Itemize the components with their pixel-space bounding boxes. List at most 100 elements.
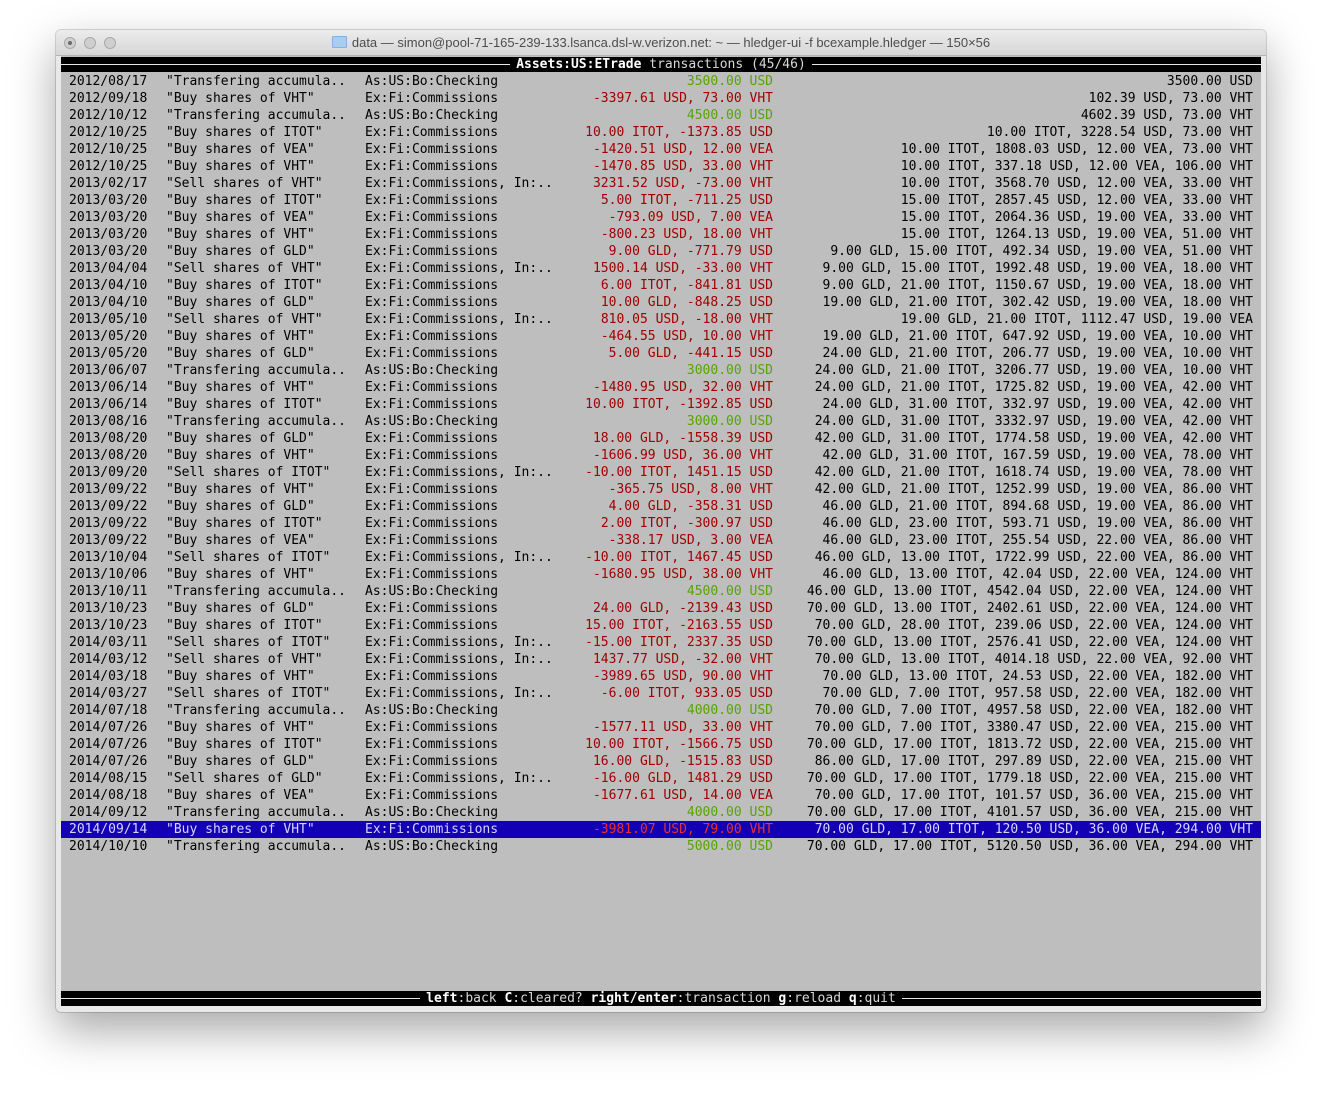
row-date: 2013/03/20 [69, 227, 148, 242]
row-account: Ex:Fi:Commissions [365, 533, 499, 548]
key-hint: right/enter:transaction [590, 991, 771, 1006]
table-row[interactable]: 2012/10/25 "Buy shares of VHT" Ex:Fi:Commi… [61, 158, 1261, 175]
table-row[interactable]: 2013/09/22 "Buy shares of ITOT" Ex:Fi:Comm… [61, 515, 1261, 532]
row-description: "Buy shares of GLD" [166, 601, 315, 616]
terminal-content[interactable]: Assets:US:ETrade transactions (45/46) 20… [61, 56, 1261, 1006]
table-row[interactable]: 2014/07/26 "Buy shares of ITOT" Ex:Fi:Comm… [61, 736, 1261, 753]
key-action: quit [864, 991, 896, 1006]
table-row[interactable]: 2012/08/17 "Transfering accumula.. As:US:B… [61, 73, 1261, 90]
table-row[interactable]: 2013/06/07 "Transfering accumula.. As:US:B… [61, 362, 1261, 379]
row-date: 2013/09/22 [69, 516, 148, 531]
table-row[interactable]: 2013/05/10 "Sell shares of VHT" Ex:Fi:Comm… [61, 311, 1261, 328]
row-description: "Transfering accumula.. [166, 839, 347, 854]
row-description: "Buy shares of ITOT" [166, 125, 323, 140]
row-balance: 42.00 GLD, 21.00 ITOT, 1252.99 USD, 19.0… [814, 482, 1253, 497]
table-row[interactable]: 2012/09/18 "Buy shares of VHT" Ex:Fi:Commi… [61, 90, 1261, 107]
table-row[interactable]: 2013/03/20 "Buy shares of VEA" Ex:Fi:Commi… [61, 209, 1261, 226]
table-row[interactable]: 2013/04/10 "Buy shares of ITOT" Ex:Fi:Comm… [61, 277, 1261, 294]
table-row-selected[interactable]: 2014/09/14 "Buy shares of VHT" Ex:Fi:Commi… [61, 821, 1261, 838]
header-label: transactions [649, 57, 744, 72]
row-account: Ex:Fi:Commissions, In:.. [365, 771, 553, 786]
table-row[interactable]: 2013/08/20 "Buy shares of VHT" Ex:Fi:Commi… [61, 447, 1261, 464]
row-balance: 42.00 GLD, 31.00 ITOT, 167.59 USD, 19.00… [822, 448, 1253, 463]
table-row[interactable]: 2013/06/14 "Buy shares of VHT" Ex:Fi:Commi… [61, 379, 1261, 396]
row-description: "Buy shares of VEA" [166, 533, 315, 548]
row-balance: 9.00 GLD, 21.00 ITOT, 1150.67 USD, 19.00… [822, 278, 1253, 293]
folder-icon [331, 36, 347, 48]
row-amount: 3000.00 USD [686, 363, 773, 378]
table-row[interactable]: 2014/09/12 "Transfering accumula.. As:US:B… [61, 804, 1261, 821]
table-row[interactable]: 2013/10/11 "Transfering accumula.. As:US:B… [61, 583, 1261, 600]
row-description: "Buy shares of GLD" [166, 295, 315, 310]
table-row[interactable]: 2012/10/25 "Buy shares of ITOT" Ex:Fi:Comm… [61, 124, 1261, 141]
table-row[interactable]: 2014/08/18 "Buy shares of VEA" Ex:Fi:Commi… [61, 787, 1261, 804]
row-description: "Transfering accumula.. [166, 584, 347, 599]
row-amount: -1480.95 USD, 32.00 VHT [592, 380, 773, 395]
row-date: 2012/10/25 [69, 125, 148, 140]
row-description: "Sell shares of GLD" [166, 771, 323, 786]
table-row[interactable]: 2013/10/06 "Buy shares of VHT" Ex:Fi:Commi… [61, 566, 1261, 583]
row-date: 2013/05/20 [69, 329, 148, 344]
row-balance: 70.00 GLD, 13.00 ITOT, 24.53 USD, 22.00 … [822, 669, 1253, 684]
table-row[interactable]: 2013/02/17 "Sell shares of VHT" Ex:Fi:Comm… [61, 175, 1261, 192]
row-amount: -6.00 ITOT, 933.05 USD [600, 686, 773, 701]
table-row[interactable]: 2013/03/20 "Buy shares of VHT" Ex:Fi:Commi… [61, 226, 1261, 243]
table-row[interactable]: 2014/08/15 "Sell shares of GLD" Ex:Fi:Comm… [61, 770, 1261, 787]
table-row[interactable]: 2013/03/20 "Buy shares of ITOT" Ex:Fi:Comm… [61, 192, 1261, 209]
table-row[interactable]: 2013/04/10 "Buy shares of GLD" Ex:Fi:Commi… [61, 294, 1261, 311]
row-date: 2013/04/10 [69, 278, 148, 293]
row-account: Ex:Fi:Commissions [365, 822, 499, 837]
row-date: 2013/06/14 [69, 380, 148, 395]
table-row[interactable]: 2013/10/23 "Buy shares of ITOT" Ex:Fi:Comm… [61, 617, 1261, 634]
table-row[interactable]: 2013/05/20 "Buy shares of GLD" Ex:Fi:Commi… [61, 345, 1261, 362]
table-row[interactable]: 2013/04/04 "Sell shares of VHT" Ex:Fi:Comm… [61, 260, 1261, 277]
row-balance: 4602.39 USD, 73.00 VHT [1080, 108, 1253, 123]
row-description: "Sell shares of VHT" [166, 652, 323, 667]
table-row[interactable]: 2014/03/11 "Sell shares of ITOT" Ex:Fi:Com… [61, 634, 1261, 651]
row-balance: 46.00 GLD, 23.00 ITOT, 593.71 USD, 19.00… [822, 516, 1253, 531]
row-description: "Buy shares of VHT" [166, 380, 315, 395]
key-name: q [848, 991, 857, 1006]
table-row[interactable]: 2013/03/20 "Buy shares of GLD" Ex:Fi:Commi… [61, 243, 1261, 260]
row-description: "Transfering accumula.. [166, 703, 347, 718]
table-row[interactable]: 2014/07/26 "Buy shares of GLD" Ex:Fi:Commi… [61, 753, 1261, 770]
row-balance: 46.00 GLD, 13.00 ITOT, 4542.04 USD, 22.0… [806, 584, 1253, 599]
row-account: Ex:Fi:Commissions [365, 210, 499, 225]
table-row[interactable]: 2014/03/27 "Sell shares of ITOT" Ex:Fi:Com… [61, 685, 1261, 702]
table-row[interactable]: 2013/09/22 "Buy shares of VHT" Ex:Fi:Commi… [61, 481, 1261, 498]
header-account: Assets:US:ETrade [516, 57, 642, 72]
table-row[interactable]: 2013/09/22 "Buy shares of VEA" Ex:Fi:Commi… [61, 532, 1261, 549]
row-account: As:US:Bo:Checking [365, 363, 499, 378]
row-amount: 10.00 GLD, -848.25 USD [600, 295, 773, 310]
row-description: "Sell shares of VHT" [166, 261, 323, 276]
row-account: Ex:Fi:Commissions [365, 159, 499, 174]
table-row[interactable]: 2014/07/18 "Transfering accumula.. As:US:B… [61, 702, 1261, 719]
table-row[interactable]: 2014/10/10 "Transfering accumula.. As:US:B… [61, 838, 1261, 855]
row-account: As:US:Bo:Checking [365, 414, 499, 429]
table-row[interactable]: 2014/03/18 "Buy shares of VHT" Ex:Fi:Commi… [61, 668, 1261, 685]
table-row[interactable]: 2012/10/12 "Transfering accumula.. As:US:B… [61, 107, 1261, 124]
table-row[interactable]: 2013/09/22 "Buy shares of GLD" Ex:Fi:Commi… [61, 498, 1261, 515]
table-row[interactable]: 2013/10/04 "Sell shares of ITOT" Ex:Fi:Com… [61, 549, 1261, 566]
minimize-button[interactable] [84, 37, 96, 49]
table-row[interactable]: 2013/08/20 "Buy shares of GLD" Ex:Fi:Commi… [61, 430, 1261, 447]
close-button[interactable] [64, 37, 76, 49]
table-row[interactable]: 2014/03/12 "Sell shares of VHT" Ex:Fi:Comm… [61, 651, 1261, 668]
table-row[interactable]: 2013/08/16 "Transfering accumula.. As:US:B… [61, 413, 1261, 430]
title-bar[interactable]: data — simon@pool-71-165-239-133.lsanca.… [56, 30, 1266, 56]
table-row[interactable]: 2013/06/14 "Buy shares of ITOT" Ex:Fi:Comm… [61, 396, 1261, 413]
row-account: Ex:Fi:Commissions [365, 669, 499, 684]
table-row[interactable]: 2013/10/23 "Buy shares of GLD" Ex:Fi:Commi… [61, 600, 1261, 617]
table-row[interactable]: 2013/09/20 "Sell shares of ITOT" Ex:Fi:Com… [61, 464, 1261, 481]
window-title: data — simon@pool-71-165-239-133.lsanca.… [56, 35, 1266, 50]
table-row[interactable]: 2013/05/20 "Buy shares of VHT" Ex:Fi:Commi… [61, 328, 1261, 345]
row-description: "Buy shares of ITOT" [166, 278, 323, 293]
zoom-button[interactable] [104, 37, 116, 49]
table-row[interactable]: 2014/07/26 "Buy shares of VHT" Ex:Fi:Commi… [61, 719, 1261, 736]
row-amount: -365.75 USD, 8.00 VHT [608, 482, 773, 497]
row-description: "Sell shares of VHT" [166, 176, 323, 191]
row-amount: -1606.99 USD, 36.00 VHT [592, 448, 773, 463]
row-date: 2013/09/20 [69, 465, 148, 480]
row-date: 2013/09/22 [69, 533, 148, 548]
table-row[interactable]: 2012/10/25 "Buy shares of VEA" Ex:Fi:Commi… [61, 141, 1261, 158]
